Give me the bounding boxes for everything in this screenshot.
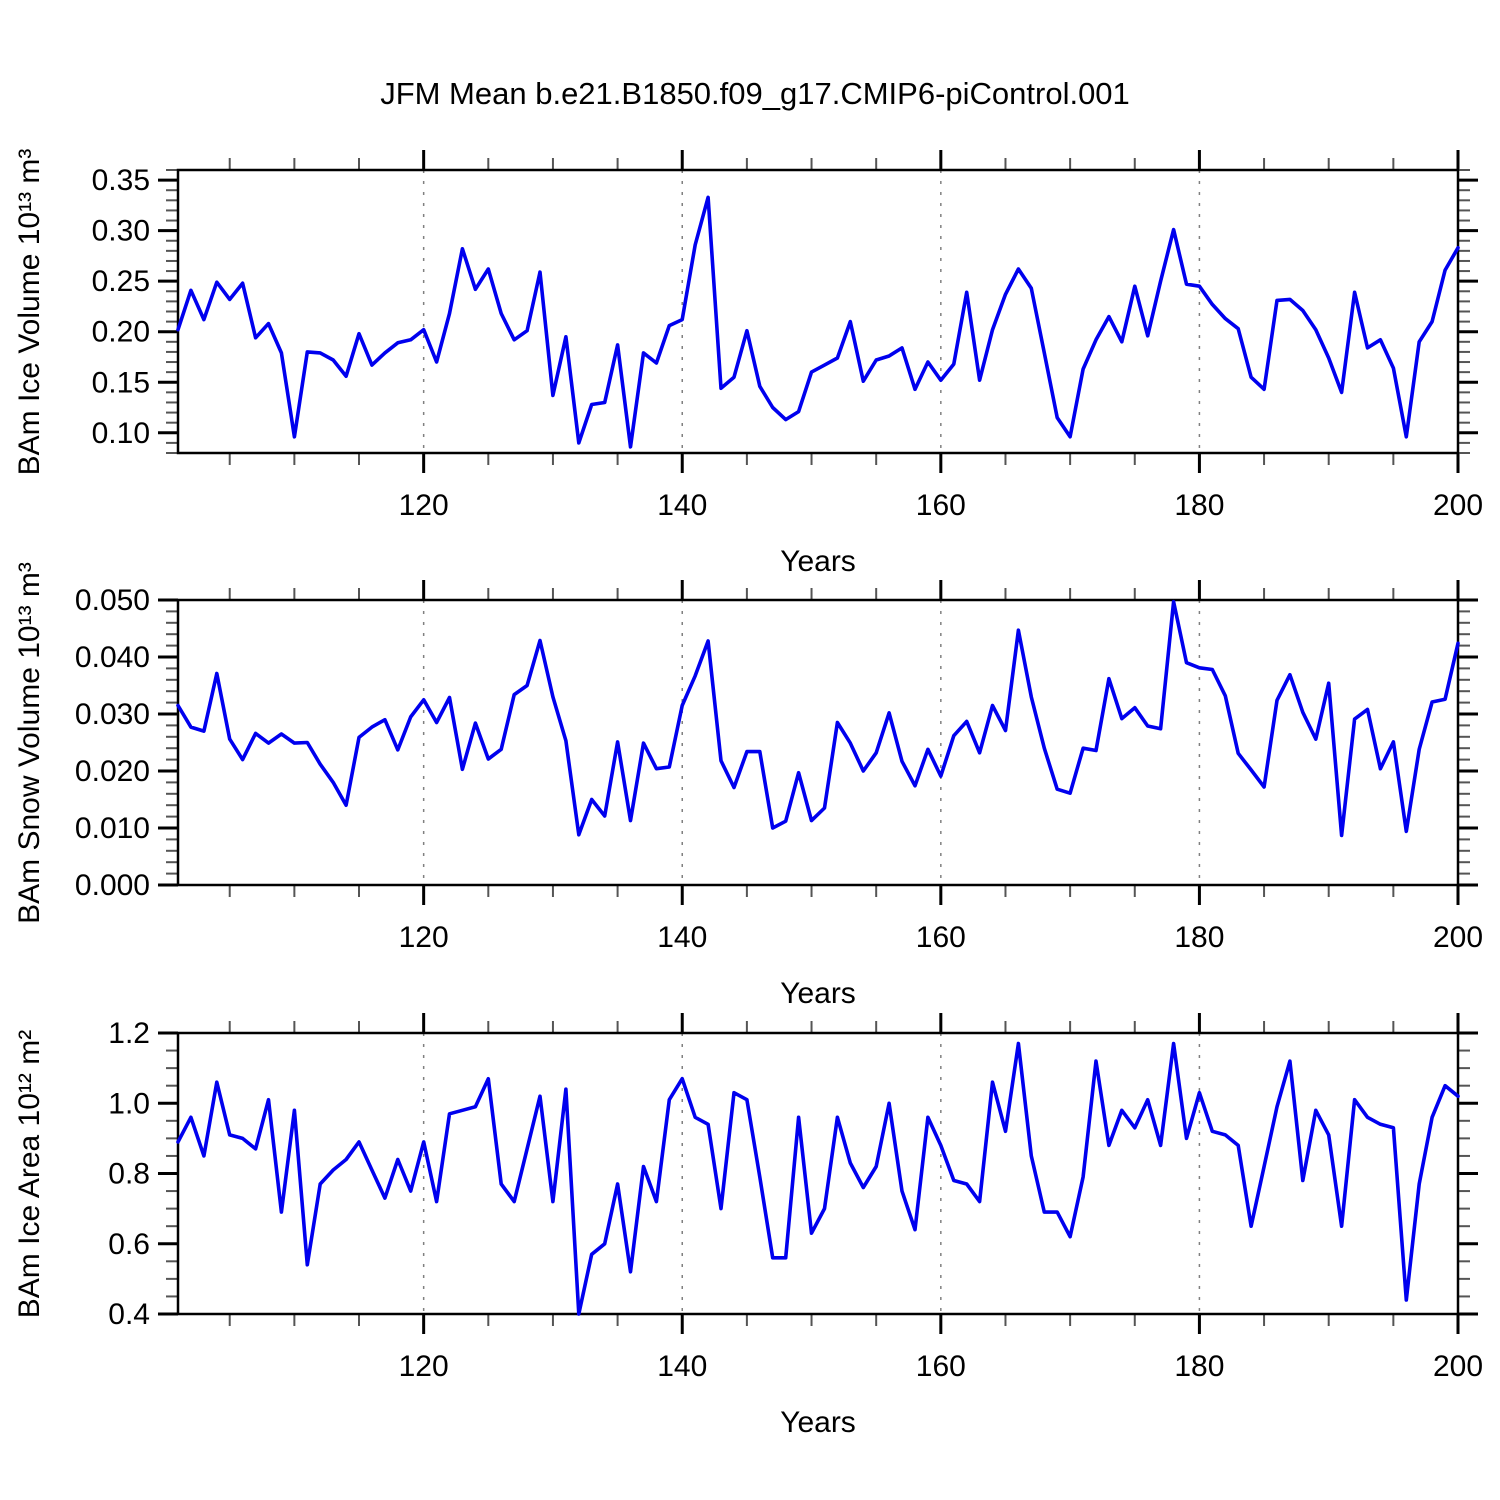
plot-0: 120 140 160 180 200 0.10 0.15 0.20 0.25 0.30 0.35 xyxy=(92,150,1483,522)
y-tick-label: 0.6 xyxy=(108,1228,150,1261)
plot-frame xyxy=(176,598,1460,887)
x-tick-label: 200 xyxy=(1433,921,1483,954)
y-tick-label: 1.0 xyxy=(108,1087,150,1120)
x-tick-label: 120 xyxy=(399,1350,449,1383)
x-tick-label: 160 xyxy=(916,489,966,522)
plot-1: 120 140 160 180 200 0.000 0.010 0.020 0.030 0.040… xyxy=(75,580,1483,954)
x-axis-label-years-top: Years xyxy=(780,545,856,578)
y-tick-label: 0.020 xyxy=(75,755,150,788)
y-tick-label: 0.030 xyxy=(75,698,150,731)
y-tick-label: 0.8 xyxy=(108,1158,150,1191)
y-tick-label: 0.050 xyxy=(75,584,150,617)
x-tick-label: 180 xyxy=(1174,1350,1224,1383)
y-tick-label: 0.15 xyxy=(92,366,150,399)
x-tick-label: 200 xyxy=(1433,489,1483,522)
plot-frame xyxy=(176,168,1460,455)
y-tick-label: 0.4 xyxy=(108,1298,150,1331)
x-tick-label: 180 xyxy=(1174,489,1224,522)
x-tick-label: 160 xyxy=(916,921,966,954)
x-tick-label: 140 xyxy=(657,489,707,522)
x-tick-label: 200 xyxy=(1433,1350,1483,1383)
plot-2: 120 140 160 180 200 0.4 0.6 0.8 1.0 1.2 xyxy=(108,1013,1483,1383)
y-tick-label: 0.20 xyxy=(92,316,150,349)
chart-title: JFM Mean b.e21.B1850.f09_g17.CMIP6-piCon… xyxy=(380,76,1130,111)
data-line xyxy=(176,1041,1460,1316)
plot-frame xyxy=(176,1031,1460,1316)
x-tick-label: 160 xyxy=(916,1350,966,1383)
y-tick-label: 0.10 xyxy=(92,417,150,450)
x-tick-label: 140 xyxy=(657,921,707,954)
y-tick-label: 0.040 xyxy=(75,641,150,674)
y-tick-label: 0.30 xyxy=(92,215,150,248)
data-line xyxy=(176,599,1460,838)
y-tick-label: 0.35 xyxy=(92,164,150,197)
y-tick-label: 0.000 xyxy=(75,869,150,902)
x-axis-label-years-middle: Years xyxy=(780,977,856,1010)
x-tick-label: 120 xyxy=(399,921,449,954)
x-tick-label: 180 xyxy=(1174,921,1224,954)
x-tick-label: 140 xyxy=(657,1350,707,1383)
y-tick-label: 0.010 xyxy=(75,812,150,845)
x-axis-label-years-bottom: Years xyxy=(780,1406,856,1439)
y-tick-label: 0.25 xyxy=(92,265,150,298)
data-line xyxy=(176,195,1460,449)
x-tick-label: 120 xyxy=(399,489,449,522)
y-tick-label: 1.2 xyxy=(108,1017,150,1050)
